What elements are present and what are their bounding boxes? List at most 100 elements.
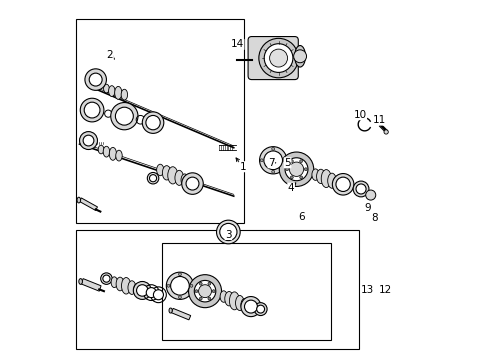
- Circle shape: [254, 303, 266, 316]
- Circle shape: [149, 175, 156, 182]
- Ellipse shape: [133, 284, 140, 294]
- Circle shape: [352, 181, 368, 197]
- Circle shape: [142, 112, 163, 134]
- Circle shape: [199, 297, 202, 300]
- Ellipse shape: [121, 89, 127, 100]
- Ellipse shape: [181, 174, 188, 186]
- Circle shape: [260, 159, 263, 162]
- Polygon shape: [171, 309, 190, 320]
- Circle shape: [241, 297, 261, 317]
- Ellipse shape: [175, 170, 183, 185]
- Circle shape: [102, 275, 110, 282]
- Circle shape: [84, 102, 100, 118]
- Ellipse shape: [294, 45, 305, 67]
- Circle shape: [290, 160, 293, 163]
- Ellipse shape: [111, 277, 117, 288]
- Circle shape: [256, 305, 264, 313]
- Circle shape: [195, 290, 198, 293]
- Ellipse shape: [103, 84, 109, 93]
- Circle shape: [207, 282, 210, 285]
- Bar: [76, 19, 244, 223]
- Ellipse shape: [333, 176, 340, 189]
- Ellipse shape: [327, 173, 336, 188]
- Circle shape: [146, 288, 156, 298]
- FancyBboxPatch shape: [247, 37, 298, 80]
- Circle shape: [285, 158, 307, 181]
- Circle shape: [285, 168, 288, 171]
- Circle shape: [299, 160, 302, 163]
- Circle shape: [199, 282, 202, 285]
- Ellipse shape: [98, 145, 104, 154]
- Circle shape: [153, 290, 163, 300]
- Circle shape: [188, 275, 221, 308]
- Polygon shape: [81, 279, 101, 291]
- Circle shape: [147, 172, 159, 184]
- Ellipse shape: [156, 164, 163, 176]
- Ellipse shape: [316, 169, 325, 184]
- Text: 2: 2: [106, 50, 113, 60]
- Circle shape: [133, 282, 151, 300]
- Ellipse shape: [103, 146, 109, 157]
- Ellipse shape: [162, 166, 171, 180]
- Circle shape: [207, 297, 210, 300]
- Circle shape: [178, 296, 181, 299]
- Circle shape: [190, 284, 192, 287]
- Circle shape: [166, 272, 193, 300]
- Text: 8: 8: [370, 213, 377, 223]
- Circle shape: [219, 224, 237, 240]
- Circle shape: [264, 151, 282, 170]
- Bar: [76, 230, 359, 348]
- Ellipse shape: [108, 86, 115, 96]
- Ellipse shape: [311, 169, 319, 180]
- Ellipse shape: [321, 170, 330, 188]
- Circle shape: [101, 273, 112, 284]
- Circle shape: [178, 273, 181, 276]
- Text: 3: 3: [224, 230, 231, 239]
- Circle shape: [299, 176, 302, 179]
- Circle shape: [145, 116, 160, 130]
- Circle shape: [355, 184, 366, 194]
- Circle shape: [167, 284, 169, 287]
- Circle shape: [80, 132, 97, 149]
- Text: 12: 12: [378, 285, 391, 295]
- Ellipse shape: [79, 279, 82, 284]
- Ellipse shape: [128, 281, 136, 294]
- Circle shape: [365, 190, 375, 200]
- Circle shape: [332, 174, 353, 195]
- Ellipse shape: [229, 292, 239, 310]
- Text: 5: 5: [284, 158, 290, 168]
- Circle shape: [170, 276, 189, 295]
- Ellipse shape: [121, 278, 131, 294]
- Circle shape: [279, 152, 313, 186]
- Circle shape: [293, 50, 306, 63]
- Circle shape: [264, 44, 292, 72]
- Text: 11: 11: [372, 115, 385, 125]
- Ellipse shape: [241, 299, 247, 311]
- Ellipse shape: [109, 147, 116, 160]
- Circle shape: [271, 147, 274, 150]
- Text: 6: 6: [297, 212, 304, 222]
- Circle shape: [383, 130, 387, 134]
- Text: 14: 14: [230, 40, 244, 49]
- Ellipse shape: [220, 291, 227, 302]
- Circle shape: [115, 107, 133, 125]
- Ellipse shape: [224, 292, 233, 306]
- Circle shape: [304, 168, 306, 171]
- Circle shape: [83, 135, 94, 146]
- Circle shape: [110, 103, 138, 130]
- Circle shape: [290, 176, 293, 179]
- Text: 7: 7: [267, 158, 274, 168]
- Circle shape: [283, 159, 285, 162]
- Circle shape: [258, 39, 298, 78]
- Circle shape: [198, 285, 211, 298]
- Circle shape: [194, 280, 215, 302]
- Polygon shape: [80, 198, 97, 211]
- Text: 1: 1: [239, 162, 245, 172]
- Ellipse shape: [77, 197, 81, 203]
- Ellipse shape: [115, 86, 122, 99]
- Circle shape: [271, 170, 274, 173]
- Text: 4: 4: [287, 183, 294, 193]
- Text: 10: 10: [353, 110, 366, 120]
- Text: 13: 13: [360, 285, 373, 295]
- Circle shape: [259, 147, 286, 174]
